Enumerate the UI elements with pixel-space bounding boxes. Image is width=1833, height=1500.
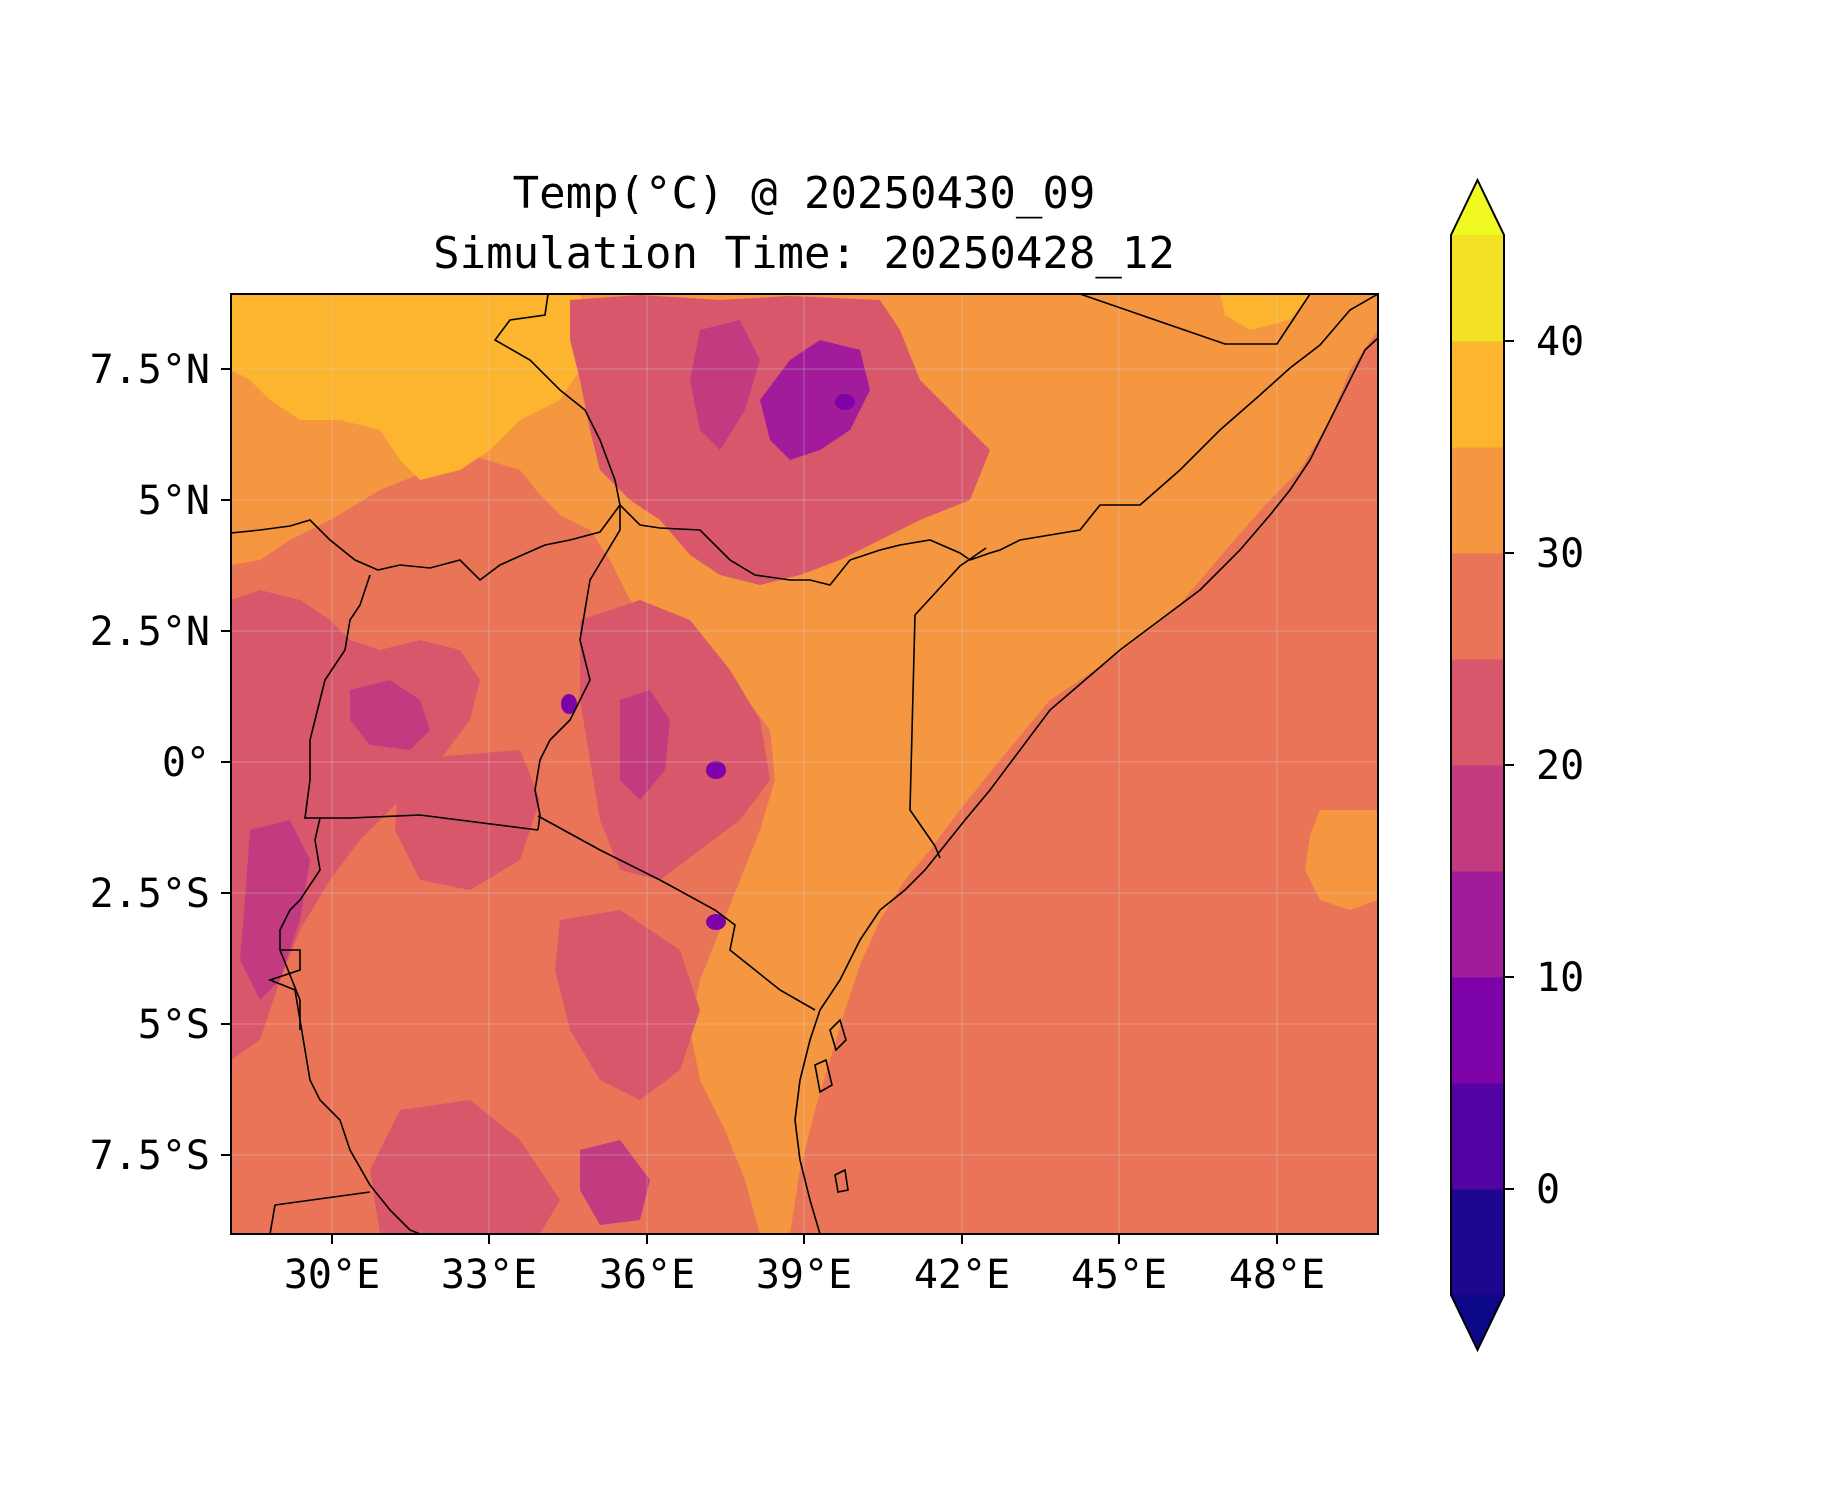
southern-highlands — [370, 1100, 560, 1234]
ethiopian-coldest-peak — [835, 394, 855, 410]
kilimanjaro-coldest — [706, 914, 726, 930]
kenya-cool-ridge — [620, 690, 670, 800]
uganda-cool-region — [350, 680, 430, 750]
southern-cool-patch — [580, 1140, 650, 1225]
colorbar-segment — [1451, 765, 1504, 872]
rwanda-burundi-highland — [240, 820, 310, 1000]
colorbar-tick-label: 30 — [1536, 531, 1584, 577]
colorbar-segment — [1451, 1083, 1504, 1190]
x-tick-label: 48°E — [1229, 1252, 1325, 1298]
figure-subtitle: Simulation Time: 20250428_12 — [433, 228, 1175, 279]
colorbar-segment — [1451, 871, 1504, 978]
tanzania-highland-patch — [555, 910, 700, 1100]
y-tick-label: 7.5°S — [90, 1133, 210, 1179]
map-panel — [231, 294, 1378, 1234]
colorbar-tick-label: 20 — [1536, 743, 1584, 789]
x-tick-label: 30°E — [284, 1252, 380, 1298]
colorbar-ticks: 40 30 20 10 0 — [1504, 319, 1584, 1213]
x-tick-label: 36°E — [599, 1252, 695, 1298]
x-tick-label: 42°E — [914, 1252, 1010, 1298]
y-tick-label: 5°S — [138, 1002, 210, 1048]
ethiopian-cool-ridge — [690, 320, 760, 450]
y-tick-label: 2.5°N — [90, 609, 210, 655]
x-tick-label: 33°E — [441, 1252, 537, 1298]
horn-hot-region — [231, 294, 1378, 1234]
x-tick-label: 39°E — [756, 1252, 852, 1298]
mt-kenya-coldest — [706, 761, 726, 779]
colorbar-segment — [1451, 447, 1504, 554]
gridlines — [231, 294, 1378, 1234]
colorbar-segment — [1451, 553, 1504, 660]
x-tick-label: 45°E — [1071, 1252, 1167, 1298]
y-tick-label: 7.5°N — [90, 347, 210, 393]
elgon-cold-spot — [561, 694, 577, 714]
colorbar — [1450, 177, 1505, 1353]
y-axis: 7.5°N 5°N 2.5°N 0° 2.5°S 5°S 7.5°S — [90, 347, 231, 1179]
y-tick-label: 5°N — [138, 478, 210, 524]
figure-title: Temp(°C) @ 20250430_09 — [513, 168, 1096, 219]
colorbar-outline — [1450, 177, 1505, 1353]
country-borders — [231, 294, 1378, 1234]
colorbar-segment — [1451, 659, 1504, 766]
coastline — [794, 337, 1378, 1234]
colorbar-extend-low — [1451, 1295, 1504, 1350]
ne-hot-patch — [1220, 294, 1310, 330]
y-tick-label: 0° — [162, 740, 210, 786]
sudan-hottest-region — [231, 294, 590, 480]
colorbar-tick-label: 40 — [1536, 319, 1584, 365]
colorbar-segment — [1451, 977, 1504, 1084]
ocean-warm-patch — [1305, 810, 1378, 910]
colorbar-tick-label: 10 — [1536, 955, 1584, 1001]
kenya-rift-highland — [580, 600, 770, 880]
lake-victoria-region — [395, 750, 540, 890]
colorbar-tick-label: 0 — [1536, 1167, 1560, 1213]
colorbar-segment — [1451, 1189, 1504, 1296]
y-tick-label: 2.5°S — [90, 871, 210, 917]
colorbar-extend-high — [1451, 180, 1504, 235]
colorbar-segment — [1451, 341, 1504, 448]
colorbar-segment — [1451, 235, 1504, 342]
ethiopian-cool-peaks — [760, 340, 870, 460]
x-axis: 30°E 33°E 36°E 39°E 42°E 45°E 48°E — [284, 1234, 1325, 1298]
